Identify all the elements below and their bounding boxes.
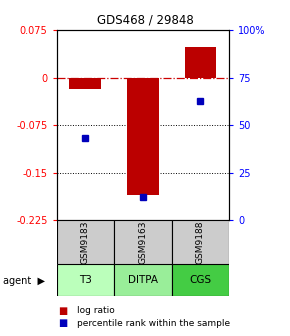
Bar	[172, 264, 229, 296]
Text: GSM9163: GSM9163	[138, 220, 147, 264]
Bar	[184, 47, 216, 78]
Bar	[127, 78, 159, 195]
Bar	[114, 264, 172, 296]
Text: T3: T3	[79, 275, 92, 285]
Text: ■: ■	[58, 306, 67, 316]
Text: DITPA: DITPA	[128, 275, 158, 285]
Text: GSM9183: GSM9183	[81, 220, 90, 264]
Bar	[57, 220, 114, 264]
Bar	[57, 264, 114, 296]
Bar	[172, 220, 229, 264]
Text: ■: ■	[58, 318, 67, 328]
Text: CGS: CGS	[189, 275, 211, 285]
Text: agent  ▶: agent ▶	[3, 276, 45, 286]
Text: log ratio: log ratio	[77, 306, 115, 315]
Text: GSM9188: GSM9188	[196, 220, 205, 264]
Bar	[70, 78, 101, 89]
Text: percentile rank within the sample: percentile rank within the sample	[77, 319, 230, 328]
Bar	[114, 220, 172, 264]
Text: GDS468 / 29848: GDS468 / 29848	[97, 13, 193, 27]
